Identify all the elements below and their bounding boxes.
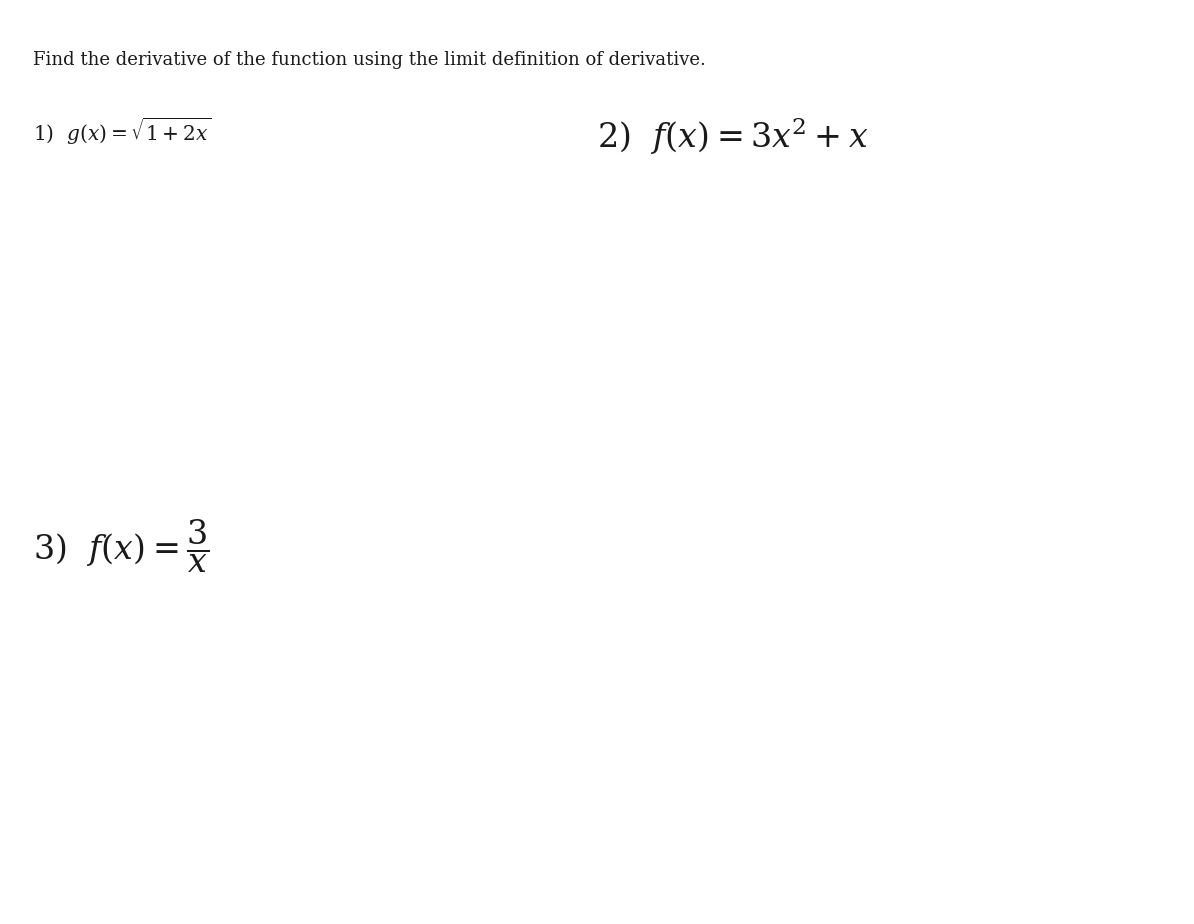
Text: 3)  $f(x) = \dfrac{3}{x}$: 3) $f(x) = \dfrac{3}{x}$ [33, 517, 210, 575]
Text: Find the derivative of the function using the limit definition of derivative.: Find the derivative of the function usin… [33, 51, 707, 68]
Text: 2)  $f(x) = 3x^2 + x$: 2) $f(x) = 3x^2 + x$ [597, 116, 868, 156]
Text: 1)  $g(x) = \sqrt{1+2x}$: 1) $g(x) = \sqrt{1+2x}$ [33, 116, 211, 147]
